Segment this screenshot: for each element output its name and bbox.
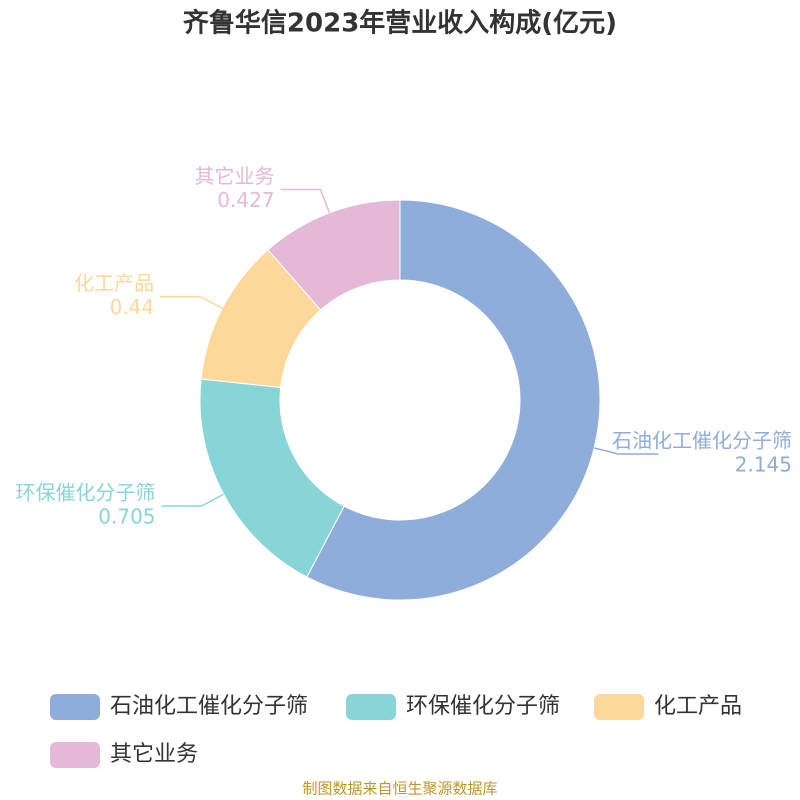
- legend-swatch: [50, 742, 100, 768]
- slice-label-name: 环保催化分子筛: [16, 481, 156, 505]
- leader-line: [280, 188, 331, 214]
- slice-label-name: 石油化工催化分子筛: [612, 428, 792, 452]
- leader-line: [160, 295, 223, 309]
- leader-line: [593, 447, 659, 455]
- slice-label-value: 0.427: [217, 188, 274, 212]
- leader-line: [161, 493, 224, 507]
- slice-label-name: 化工产品: [74, 271, 154, 295]
- donut-slice: [267, 199, 401, 311]
- legend-swatch: [50, 694, 100, 720]
- slice-label-value: 0.705: [98, 505, 155, 529]
- legend-label: 石油化工催化分子筛: [110, 694, 308, 719]
- slice-label-value: 2.145: [735, 452, 792, 476]
- slice-label-value: 0.44: [110, 295, 155, 319]
- donut-slice: [306, 199, 601, 601]
- slice-label-name: 其它业务: [195, 164, 275, 188]
- chart-title: 齐鲁华信2023年营业收入构成(亿元): [183, 8, 617, 39]
- legend-swatch: [346, 694, 396, 720]
- source-note: 制图数据来自恒生聚源数据库: [302, 780, 497, 798]
- legend-swatch: [594, 694, 644, 720]
- legend-label: 化工产品: [654, 694, 742, 719]
- legend-label: 环保催化分子筛: [406, 694, 560, 719]
- donut-slice: [199, 378, 345, 578]
- legend-label: 其它业务: [110, 742, 198, 767]
